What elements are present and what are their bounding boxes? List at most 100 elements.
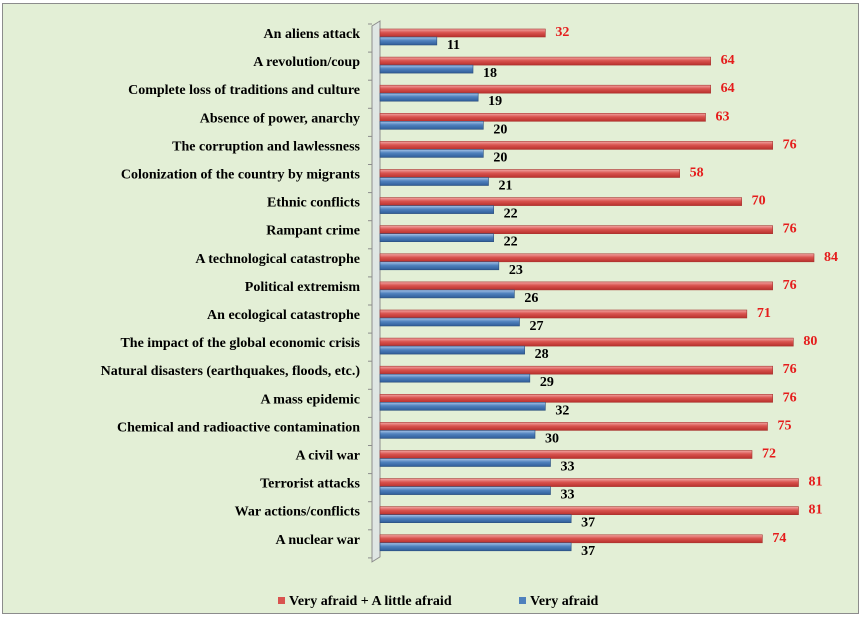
data-label-blue: 30 xyxy=(545,431,559,446)
bar-very-afraid-plus-little xyxy=(379,225,773,234)
bar-very-afraid xyxy=(379,177,489,186)
category-label: An ecological catastrophe xyxy=(207,308,360,323)
data-label-blue: 37 xyxy=(581,516,595,531)
data-label-red: 70 xyxy=(752,194,766,209)
data-label-blue: 23 xyxy=(509,263,523,278)
bar-very-afraid-plus-little xyxy=(379,478,799,487)
category-label: Absence of power, anarchy xyxy=(200,111,360,126)
category-label: A civil war xyxy=(295,449,360,464)
category-label: A revolution/coup xyxy=(253,55,360,70)
bar-very-afraid xyxy=(379,289,515,299)
bar-very-afraid-plus-little xyxy=(379,309,748,319)
data-label-blue: 33 xyxy=(561,488,575,503)
data-label-blue: 22 xyxy=(504,207,518,222)
category-label: The impact of the global economic crisis xyxy=(120,336,360,351)
data-label-red: 58 xyxy=(690,166,704,181)
data-label-blue: 20 xyxy=(493,122,507,137)
bar-very-afraid xyxy=(379,36,438,46)
data-label-blue: 27 xyxy=(530,319,544,334)
data-label-red: 74 xyxy=(772,531,786,546)
data-label-blue: 33 xyxy=(561,460,575,475)
bar-very-afraid-plus-little xyxy=(379,84,711,94)
data-label-red: 76 xyxy=(783,137,797,152)
legend: Very afraid + A little afraid Very afraid xyxy=(278,594,599,609)
bar-very-afraid xyxy=(379,92,479,102)
bar-very-afraid-plus-little xyxy=(379,534,763,544)
data-label-red: 80 xyxy=(803,334,817,349)
data-label-red: 71 xyxy=(757,306,771,321)
bar-very-afraid xyxy=(379,205,494,214)
bar-very-afraid xyxy=(379,317,520,327)
category-label: Chemical and radioactive contamination xyxy=(117,420,360,435)
bar-very-afraid-plus-little xyxy=(379,450,753,459)
data-label-blue: 20 xyxy=(493,150,507,165)
data-label-blue: 11 xyxy=(447,38,460,53)
bar-very-afraid-plus-little xyxy=(379,169,680,178)
category-label: A technological catastrophe xyxy=(195,252,360,267)
legend-label-red: Very afraid + A little afraid xyxy=(289,594,452,609)
legend-label-blue: Very afraid xyxy=(530,594,599,609)
legend-swatch-blue xyxy=(519,597,526,604)
labels-layer: An aliens attack 32 11 A revolution/coup 64 1… xyxy=(101,25,838,559)
bar-very-afraid-plus-little xyxy=(379,393,773,403)
category-label: Rampant crime xyxy=(266,224,360,239)
bars-layer xyxy=(379,28,815,552)
data-label-red: 81 xyxy=(809,475,823,490)
bar-very-afraid-plus-little xyxy=(379,506,799,516)
data-label-red: 64 xyxy=(721,81,735,96)
bar-very-afraid-plus-little xyxy=(379,422,768,431)
bar-very-afraid xyxy=(379,542,572,552)
category-label: An aliens attack xyxy=(264,27,361,42)
data-label-blue: 28 xyxy=(535,347,549,362)
category-label: A nuclear war xyxy=(275,533,360,548)
category-label: A mass epidemic xyxy=(260,392,360,407)
data-label-red: 32 xyxy=(555,25,569,40)
bar-very-afraid xyxy=(379,121,484,130)
data-label-blue: 37 xyxy=(581,544,595,559)
data-label-red: 84 xyxy=(824,250,838,265)
bar-very-afraid-plus-little xyxy=(379,281,773,291)
bar-very-afraid-plus-little xyxy=(379,253,815,263)
data-label-red: 76 xyxy=(783,390,797,405)
category-label: War actions/conflicts xyxy=(235,505,361,520)
data-label-blue: 18 xyxy=(483,66,497,81)
category-label: Colonization of the country by migrants xyxy=(121,168,361,183)
bar-very-afraid xyxy=(379,64,474,74)
data-label-red: 76 xyxy=(783,222,797,237)
category-label: The corruption and lawlessness xyxy=(172,139,360,154)
category-label: Ethnic conflicts xyxy=(267,196,360,211)
bar-very-afraid-plus-little xyxy=(379,337,794,347)
data-label-blue: 26 xyxy=(524,291,538,306)
data-label-blue: 32 xyxy=(555,403,569,418)
bar-very-afraid-plus-little xyxy=(379,197,742,206)
bar-very-afraid xyxy=(379,430,536,439)
bar-very-afraid xyxy=(379,233,494,242)
bar-very-afraid xyxy=(379,345,525,355)
bar-very-afraid-plus-little xyxy=(379,113,706,122)
category-label: Complete loss of traditions and culture xyxy=(128,83,360,98)
data-label-blue: 29 xyxy=(540,375,554,390)
data-label-blue: 19 xyxy=(488,94,502,109)
data-label-blue: 21 xyxy=(499,179,513,194)
axis-wall xyxy=(371,20,381,563)
data-label-red: 75 xyxy=(778,418,792,433)
data-label-red: 64 xyxy=(721,53,735,68)
bar-very-afraid-plus-little xyxy=(379,141,773,150)
data-label-red: 81 xyxy=(809,503,823,518)
data-label-red: 76 xyxy=(783,362,797,377)
bar-very-afraid-plus-little xyxy=(379,365,773,375)
bar-very-afraid xyxy=(379,373,531,383)
category-label: Natural disasters (earthquakes, floods, … xyxy=(101,364,361,379)
bar-very-afraid xyxy=(379,149,484,158)
data-label-red: 63 xyxy=(716,109,730,124)
category-label: Political extremism xyxy=(245,280,361,295)
data-label-blue: 22 xyxy=(504,235,518,250)
axis-layer xyxy=(368,20,381,563)
bar-very-afraid xyxy=(379,261,500,271)
bar-very-afraid xyxy=(379,401,546,411)
bar-very-afraid xyxy=(379,486,551,495)
bar-very-afraid-plus-little xyxy=(379,28,546,38)
data-label-red: 76 xyxy=(783,278,797,293)
bar-very-afraid xyxy=(379,514,572,524)
